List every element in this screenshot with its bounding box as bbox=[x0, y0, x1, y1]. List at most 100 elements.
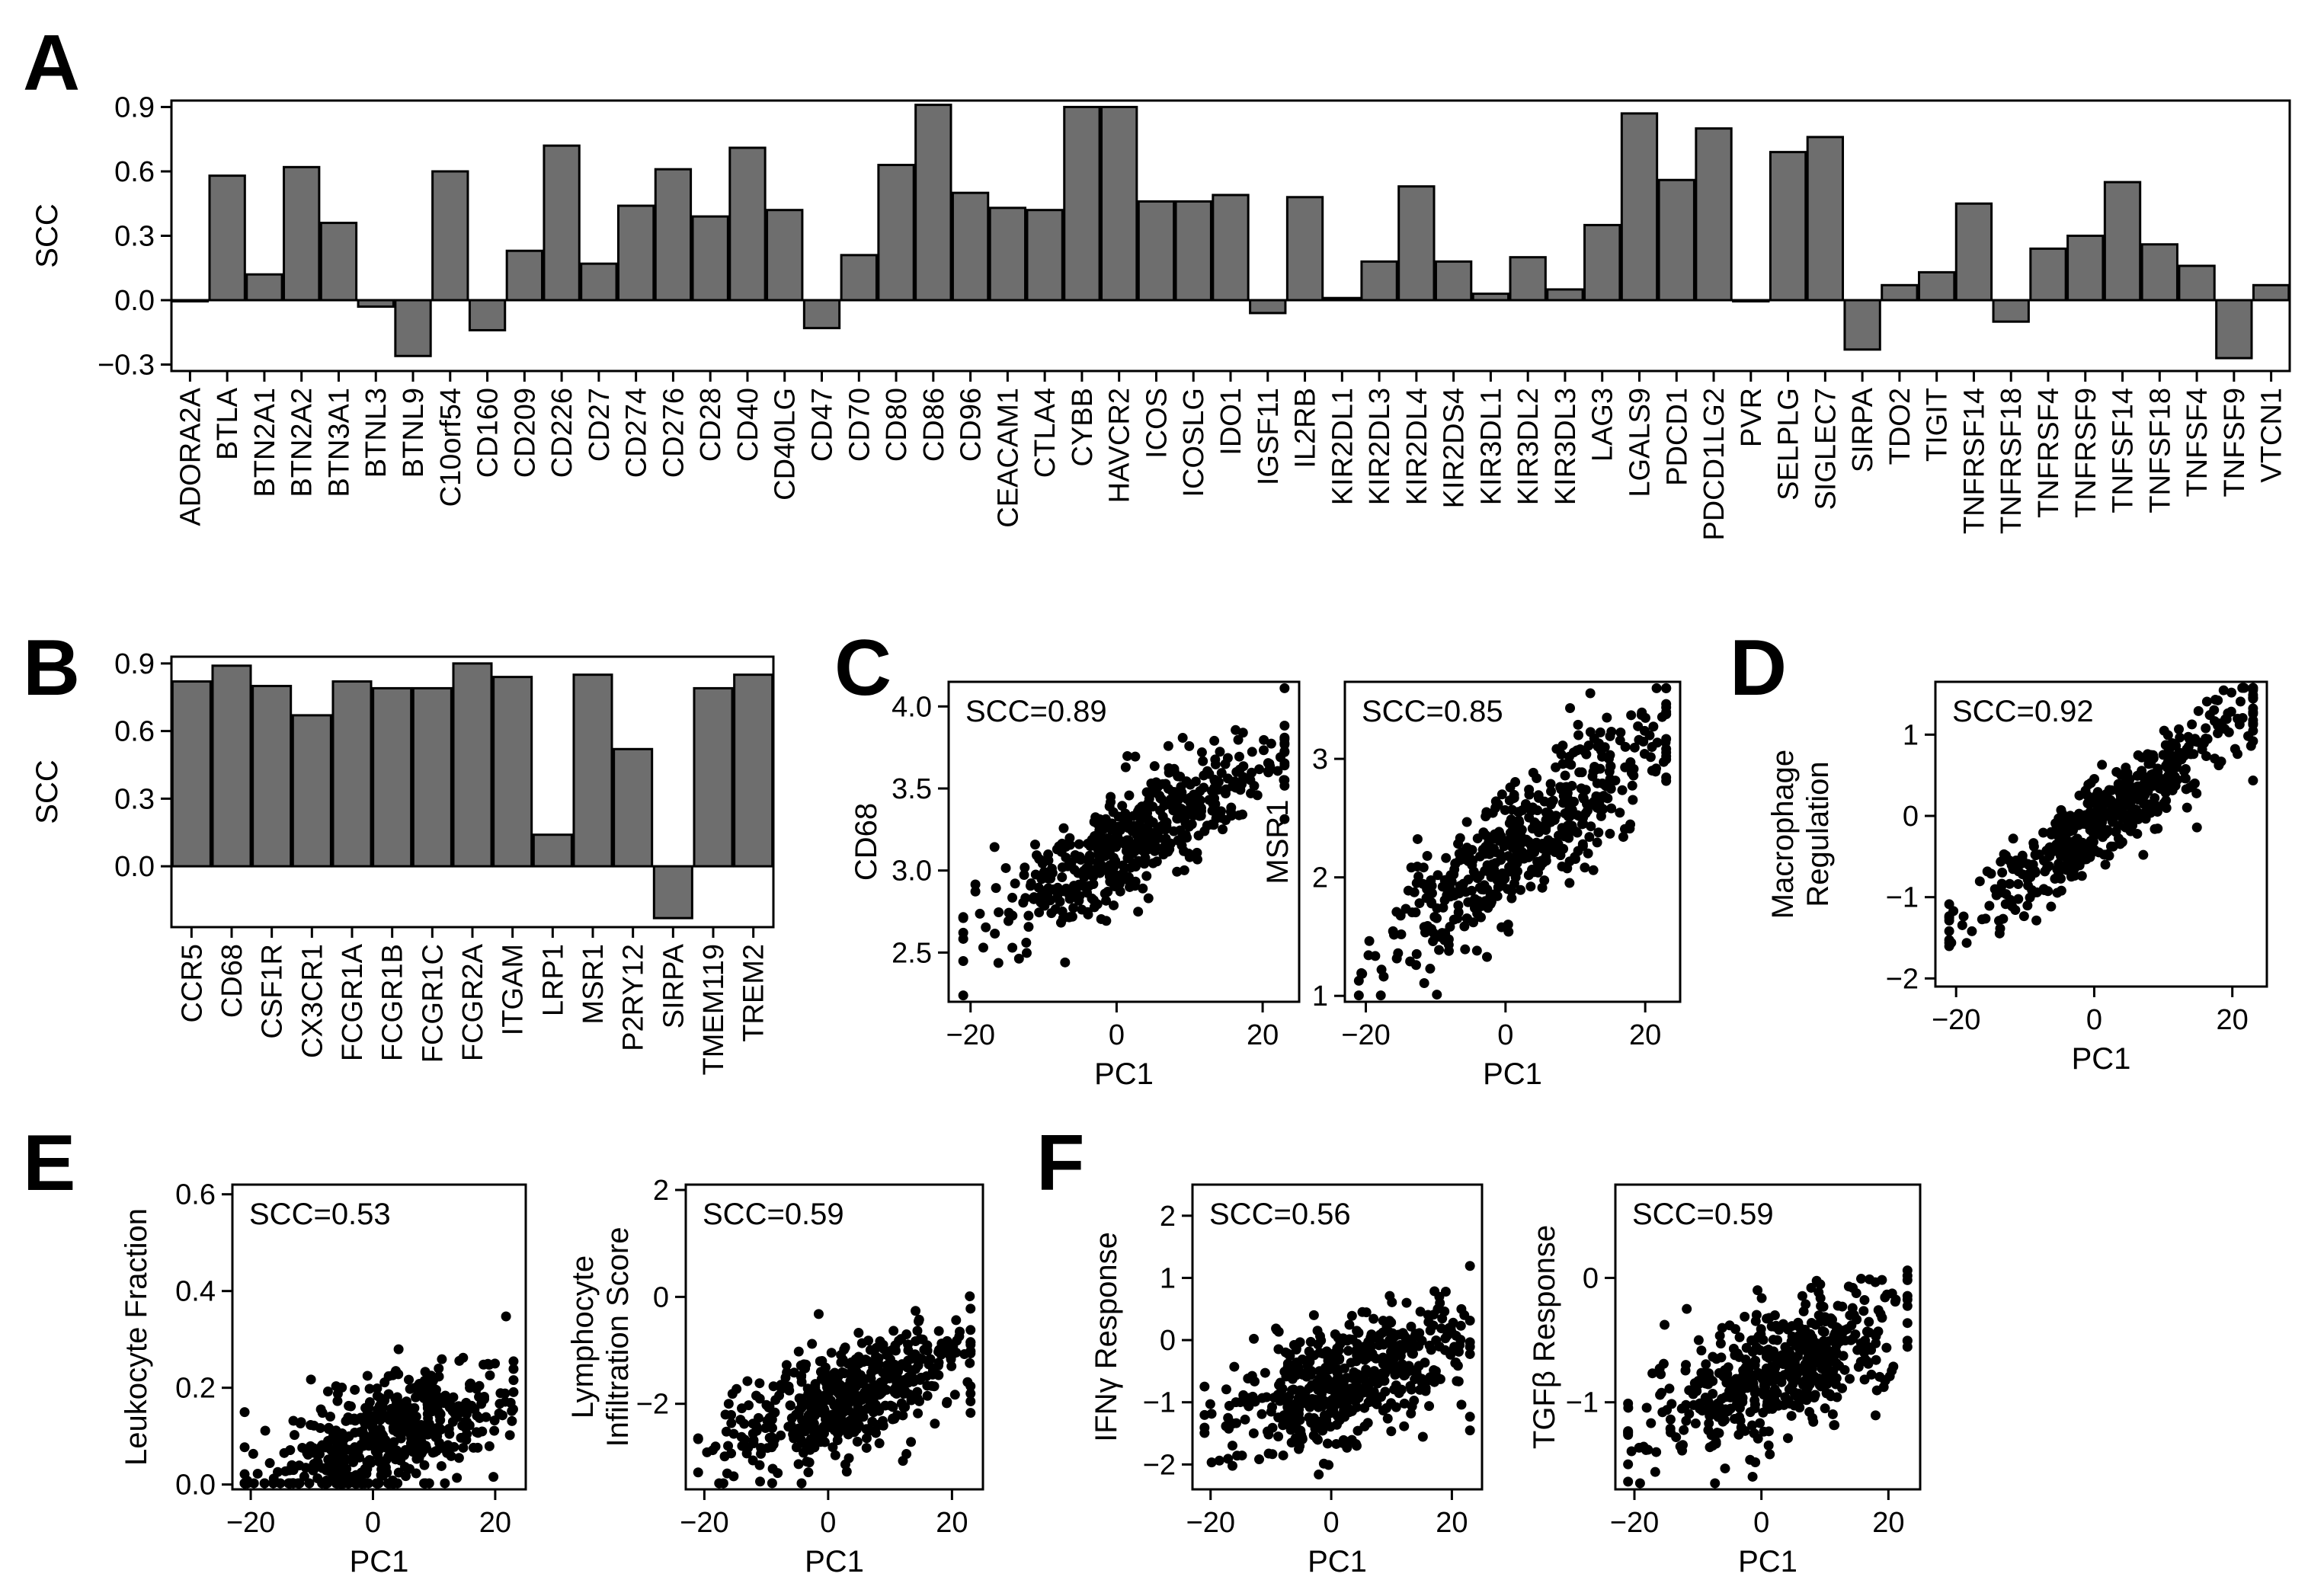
data-point bbox=[508, 1387, 519, 1397]
data-point bbox=[726, 1418, 737, 1428]
bar-ccr5 bbox=[171, 680, 212, 868]
bar-havcr2 bbox=[1100, 105, 1138, 302]
category-label: LAG3 bbox=[1587, 388, 1619, 462]
category-label: BTN3A1 bbox=[323, 388, 355, 497]
data-point bbox=[1179, 846, 1189, 856]
data-point bbox=[1798, 1389, 1809, 1399]
data-point bbox=[1304, 1346, 1314, 1357]
data-point bbox=[1079, 872, 1090, 883]
data-point bbox=[1802, 1355, 1813, 1365]
bar-cd70 bbox=[840, 254, 878, 302]
data-point bbox=[2226, 706, 2236, 717]
data-point bbox=[1486, 865, 1497, 875]
data-point bbox=[1432, 870, 1443, 881]
data-point bbox=[2084, 798, 2095, 809]
category-label: CD86 bbox=[918, 388, 950, 462]
panel-label: B bbox=[23, 624, 80, 712]
data-point bbox=[1481, 807, 1492, 817]
data-point bbox=[737, 1403, 747, 1414]
bar-cd47 bbox=[802, 299, 841, 330]
data-point bbox=[1826, 1313, 1836, 1323]
data-point bbox=[2248, 776, 2258, 786]
data-point bbox=[1580, 746, 1590, 756]
data-point bbox=[803, 1389, 814, 1399]
data-point bbox=[1247, 1371, 1257, 1381]
data-point bbox=[1555, 782, 1566, 792]
data-point bbox=[1734, 1351, 1745, 1362]
x-tick-label: 0 bbox=[1324, 1507, 1340, 1539]
panel-label: E bbox=[23, 1119, 75, 1207]
bar-tnfsf14 bbox=[2103, 181, 2142, 302]
data-point bbox=[795, 1360, 806, 1371]
panel-label: C bbox=[834, 624, 892, 712]
x-axis-title: PC1 bbox=[1738, 1545, 1797, 1578]
data-point bbox=[1720, 1463, 1730, 1474]
data-point bbox=[1665, 1414, 1676, 1425]
data-point bbox=[1259, 734, 1269, 745]
data-point bbox=[1811, 1275, 1822, 1286]
data-point bbox=[781, 1360, 792, 1371]
data-point bbox=[1342, 1442, 1352, 1453]
y-tick-label: 0.3 bbox=[114, 783, 155, 815]
data-point bbox=[1623, 1427, 1634, 1438]
data-point bbox=[955, 1326, 965, 1337]
data-point bbox=[460, 1419, 471, 1430]
data-point bbox=[1660, 737, 1671, 747]
data-point bbox=[1120, 762, 1131, 772]
data-point bbox=[1465, 1315, 1475, 1326]
data-point bbox=[1266, 738, 1276, 749]
data-point bbox=[2221, 714, 2232, 724]
data-point bbox=[1484, 849, 1495, 859]
category-label: CD209 bbox=[509, 388, 541, 478]
data-point bbox=[1206, 785, 1217, 796]
data-point bbox=[1391, 907, 1402, 917]
data-point bbox=[2007, 901, 2018, 912]
data-point bbox=[1769, 1384, 1780, 1395]
point-cloud bbox=[693, 1291, 976, 1489]
bar-ctla4 bbox=[1026, 209, 1064, 302]
data-point bbox=[1750, 1355, 1761, 1366]
data-point bbox=[1180, 817, 1191, 828]
data-point bbox=[1818, 1301, 1829, 1312]
data-point bbox=[753, 1412, 763, 1423]
y-tick-label: 2 bbox=[1160, 1201, 1176, 1233]
data-point bbox=[1206, 1457, 1217, 1468]
y-tick-label: 0 bbox=[653, 1281, 669, 1313]
data-point bbox=[1871, 1331, 1881, 1342]
data-point bbox=[1375, 1338, 1386, 1348]
data-point bbox=[1324, 1460, 1334, 1470]
data-point bbox=[1388, 926, 1398, 936]
category-label: TNFSF14 bbox=[2108, 388, 2140, 513]
data-point bbox=[1039, 900, 1050, 911]
data-point bbox=[1564, 811, 1575, 822]
data-point bbox=[2130, 794, 2140, 804]
data-point bbox=[401, 1406, 411, 1417]
category-label: TNFSF18 bbox=[2144, 388, 2176, 513]
bar-cx3cr1 bbox=[291, 714, 332, 868]
data-point bbox=[1257, 1393, 1268, 1403]
bar-tnfsf18 bbox=[2140, 243, 2178, 302]
data-point bbox=[1285, 1351, 1295, 1361]
data-point bbox=[1817, 1326, 1828, 1336]
data-point bbox=[345, 1401, 356, 1412]
data-point bbox=[1647, 1368, 1658, 1379]
data-point bbox=[914, 1314, 924, 1325]
data-point bbox=[1509, 878, 1519, 889]
data-point bbox=[350, 1428, 360, 1438]
data-point bbox=[911, 1364, 921, 1374]
data-point bbox=[850, 1358, 860, 1369]
data-point bbox=[2018, 911, 2029, 922]
data-point bbox=[372, 1390, 383, 1401]
data-point bbox=[1401, 1297, 1412, 1308]
data-point bbox=[1279, 780, 1290, 791]
data-point bbox=[720, 1409, 731, 1420]
data-point bbox=[1277, 1383, 1288, 1394]
data-point bbox=[1623, 1476, 1634, 1487]
data-point bbox=[434, 1410, 445, 1421]
data-point bbox=[411, 1468, 421, 1479]
data-point bbox=[2174, 724, 2185, 734]
data-point bbox=[1524, 803, 1535, 814]
data-point bbox=[1378, 1316, 1388, 1326]
data-point bbox=[763, 1402, 774, 1412]
data-point bbox=[2201, 751, 2211, 762]
